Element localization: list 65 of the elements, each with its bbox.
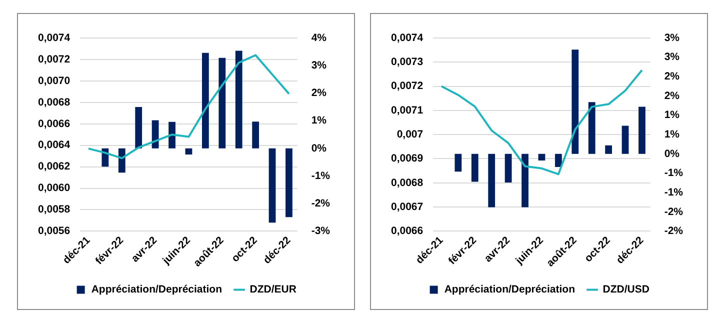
legend-label: Appréciation/Depréciation (91, 284, 222, 296)
bar (454, 154, 462, 172)
bar (202, 52, 209, 148)
legend-label: Appréciation/Depréciation (444, 284, 576, 296)
y2-tick-label: -2% (311, 197, 331, 210)
bar (622, 126, 629, 154)
y-tick-label: 0,0066 (38, 118, 70, 130)
bar (471, 154, 478, 182)
y-tick-label: 0,0072 (390, 80, 424, 92)
bar (572, 50, 579, 154)
y-tick-label: 0,0064 (38, 139, 70, 152)
y-tick-label: 0,0069 (390, 152, 424, 165)
y-tick-label: 0,0071 (390, 104, 424, 116)
bar (554, 154, 562, 168)
y-tick-label: 0,0066 (390, 225, 424, 238)
y2-tick-label: -2% (664, 225, 684, 238)
bar (118, 148, 126, 173)
legend-label: DZD/USD (602, 284, 650, 296)
y-tick-label: 0,0073 (390, 56, 424, 68)
y2-tick-label: 3% (311, 59, 328, 72)
bar (185, 148, 192, 154)
bar (152, 120, 159, 148)
y2-tick-label: -1% (664, 186, 684, 198)
y2-tick-label: 0% (311, 142, 328, 154)
bar (605, 145, 612, 154)
y2-tick-label: 3% (664, 32, 680, 44)
y-tick-label: 0,0072 (38, 53, 70, 66)
y-tick-label: 0,0067 (390, 200, 424, 213)
bar (218, 58, 226, 148)
bar (168, 122, 176, 148)
y-tick-label: 0,0074 (390, 32, 424, 44)
y2-tick-label: 0% (664, 148, 680, 160)
y2-tick-label: 1% (311, 114, 328, 127)
y-tick-label: 0,0060 (38, 182, 70, 194)
bar (588, 102, 596, 154)
bar (504, 154, 512, 183)
y-tick-label: 0,0058 (38, 204, 70, 216)
y-tick-label: 0,0062 (38, 160, 70, 173)
bar (135, 106, 142, 148)
bar (268, 148, 276, 223)
bar (538, 154, 546, 160)
y2-tick-label: 2% (664, 90, 680, 102)
y2-tick-label: -3% (311, 225, 331, 238)
y2-tick-label: -1% (664, 167, 684, 180)
legend-label: DZD/EUR (250, 284, 297, 296)
y-tick-label: 0,0068 (390, 176, 424, 189)
bar (252, 122, 259, 148)
y2-tick-label: 2% (664, 70, 680, 83)
y2-tick-label: 1% (664, 128, 680, 140)
y-tick-label: 0,007 (396, 128, 424, 140)
y2-tick-label: -1% (311, 170, 331, 182)
y2-tick-label: -2% (664, 206, 684, 218)
y2-tick-label: 3% (664, 51, 680, 64)
bar (488, 154, 496, 208)
y-tick-label: 0,0074 (38, 32, 70, 44)
y-tick-label: 0,0056 (38, 225, 70, 238)
y2-tick-label: 2% (311, 87, 328, 100)
bar (286, 148, 292, 218)
bar (638, 106, 646, 154)
y2-tick-label: 4% (311, 32, 328, 44)
bar (235, 50, 242, 148)
y-tick-label: 0,0068 (38, 96, 70, 108)
y2-tick-label: 1% (664, 109, 680, 122)
y-tick-label: 0,0070 (38, 74, 70, 87)
bar (522, 154, 528, 208)
